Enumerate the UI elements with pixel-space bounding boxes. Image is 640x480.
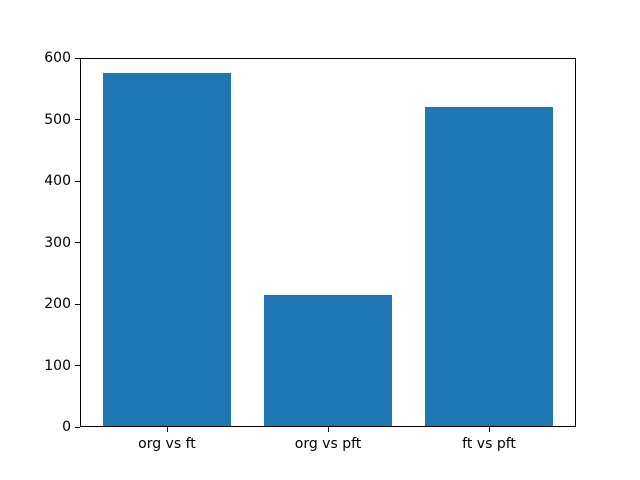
- y-tick-mark: [75, 365, 80, 366]
- y-tick-label: 600: [44, 50, 71, 66]
- bar-org-vs-pft: [263, 294, 393, 427]
- x-tick-mark: [489, 427, 491, 432]
- y-tick-mark: [75, 303, 80, 305]
- y-tick-mark: [75, 57, 80, 59]
- y-tick-label: 200: [44, 296, 71, 312]
- y-tick-label: 0: [62, 419, 71, 435]
- x-tick-label: org vs ft: [138, 436, 196, 452]
- y-tick-label: 100: [44, 357, 71, 374]
- y-tick-mark: [75, 180, 80, 182]
- y-tick-mark: [75, 119, 80, 120]
- x-tick-label: ft vs pft: [462, 436, 516, 452]
- y-tick-label: 300: [44, 234, 71, 251]
- y-tick-mark: [75, 426, 80, 428]
- bar-org-vs-ft: [102, 73, 232, 427]
- bar-ft-vs-pft: [424, 107, 554, 427]
- plot-area: [80, 58, 576, 427]
- x-tick-label: org vs pft: [294, 436, 362, 452]
- y-tick-label: 500: [44, 111, 71, 128]
- y-tick-label: 400: [44, 173, 71, 189]
- x-tick-mark: [166, 427, 168, 432]
- x-tick-mark: [328, 427, 329, 432]
- y-tick-mark: [75, 242, 80, 243]
